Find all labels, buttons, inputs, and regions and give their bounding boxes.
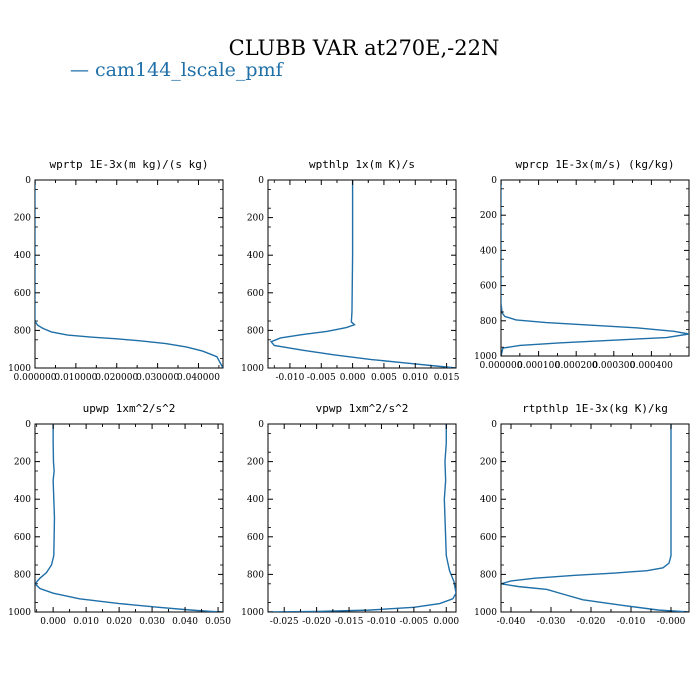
series-line-1 bbox=[268, 424, 456, 612]
x-tick-label: 0.000200 bbox=[555, 361, 598, 371]
y-tick-label: 800 bbox=[480, 570, 497, 580]
y-tick-label: 1000 bbox=[241, 608, 264, 618]
chart-panel-1: wprtp 1E-3x(m kg)/(s kg) 0 200 400 600 800 100… bbox=[8, 158, 224, 383]
x-tick-label: 0.000300 bbox=[592, 361, 635, 371]
y-tick-label: 0 bbox=[491, 176, 497, 186]
y-tick-label: 200 bbox=[480, 211, 497, 221]
chart-panel-4: upwp 1xm^2/s^2 0 200 400 600 800 1000 0.000 0.01… bbox=[8, 402, 231, 627]
x-tick-label: 0.040 bbox=[172, 617, 198, 627]
figure-title: CLUBB VAR at270E,-22N bbox=[229, 36, 500, 60]
y-tick-label: 0 bbox=[258, 176, 264, 186]
x-tick-label: -0.000 bbox=[657, 617, 686, 627]
panel-title: wprcp 1E-3x(m/s) (kg/kg) bbox=[516, 158, 675, 171]
series-line-1 bbox=[501, 424, 689, 612]
x-tick-label: 0.020000 bbox=[95, 373, 138, 383]
x-tick-label: 0.015 bbox=[434, 373, 460, 383]
panel-title: vpwp 1xm^2/s^2 bbox=[316, 402, 409, 415]
plot-frame bbox=[34, 423, 224, 613]
y-tick-label: 0 bbox=[25, 176, 31, 186]
legend-entry: — cam144_lscale_pmf bbox=[70, 59, 285, 81]
y-tick-label: 600 bbox=[14, 533, 31, 543]
y-tick-label: 400 bbox=[14, 251, 31, 261]
y-tick-label: 400 bbox=[247, 251, 264, 261]
x-tick-label: -0.030 bbox=[537, 617, 566, 627]
x-tick-label: -0.025 bbox=[270, 617, 299, 627]
y-tick-label: 0 bbox=[491, 420, 497, 430]
y-tick-label: 200 bbox=[480, 458, 497, 468]
x-tick-label: 0.000100 bbox=[517, 361, 560, 371]
y-tick-label: 600 bbox=[247, 289, 264, 299]
x-tick-label: 0.010 bbox=[402, 373, 428, 383]
x-tick-label: 0.000000 bbox=[480, 361, 523, 371]
y-tick-label: 1000 bbox=[474, 608, 497, 618]
y-tick-label: 800 bbox=[247, 570, 264, 580]
y-tick-label: 800 bbox=[14, 570, 31, 580]
y-tick-label: 200 bbox=[14, 458, 31, 468]
x-tick-label: -0.010 bbox=[276, 373, 305, 383]
y-tick-label: 200 bbox=[247, 458, 264, 468]
y-tick-label: 1000 bbox=[8, 608, 31, 618]
series-line-1 bbox=[35, 180, 223, 368]
y-tick-label: 200 bbox=[247, 214, 264, 224]
y-tick-label: 1000 bbox=[8, 364, 31, 374]
x-tick-label: 0.010000 bbox=[54, 373, 97, 383]
x-tick-label: 0.050 bbox=[205, 617, 231, 627]
panel-title: rtpthlp 1E-3x(kg K)/kg bbox=[522, 402, 668, 415]
x-tick-label: 0.000000 bbox=[14, 373, 57, 383]
y-tick-label: 800 bbox=[247, 326, 264, 336]
x-tick-label: 0.000400 bbox=[630, 361, 673, 371]
x-tick-label: 0.000 bbox=[40, 617, 66, 627]
x-tick-label: -0.010 bbox=[617, 617, 646, 627]
panel-title: wprtp 1E-3x(m kg)/(s kg) bbox=[50, 158, 209, 171]
y-tick-label: 400 bbox=[480, 495, 497, 505]
y-tick-label: 400 bbox=[480, 246, 497, 256]
series-line-1 bbox=[35, 424, 223, 612]
x-tick-label: -0.005 bbox=[307, 373, 336, 383]
x-tick-label: 0.020 bbox=[106, 617, 132, 627]
x-tick-label: -0.020 bbox=[577, 617, 606, 627]
x-tick-label: 0.030 bbox=[139, 617, 165, 627]
y-tick-label: 600 bbox=[247, 533, 264, 543]
chart-panel-6: rtpthlp 1E-3x(kg K)/kg02004006008001000-… bbox=[474, 402, 690, 627]
plot-frame bbox=[267, 179, 457, 369]
x-tick-label: 0.030000 bbox=[136, 373, 179, 383]
y-tick-label: 600 bbox=[480, 282, 497, 292]
y-tick-label: 1000 bbox=[474, 352, 497, 362]
x-tick-label: -0.020 bbox=[302, 617, 331, 627]
x-tick-label: 0.040000 bbox=[177, 373, 220, 383]
x-tick-label: -0.040 bbox=[497, 617, 526, 627]
y-tick-label: 1000 bbox=[241, 364, 264, 374]
x-tick-label: 0.000 bbox=[340, 373, 366, 383]
panel-title: wpthlp 1x(m K)/s bbox=[309, 158, 415, 171]
y-tick-label: 200 bbox=[14, 214, 31, 224]
chart-panels: wprtp 1E-3x(m kg)/(s kg) 0 200 400 600 800 100… bbox=[8, 158, 690, 627]
chart-panel-2: wpthlp 1x(m K)/s 0 200 400 600 800 1000 -0.010-… bbox=[241, 158, 460, 383]
x-tick-label: -0.015 bbox=[335, 617, 364, 627]
x-tick-label: 0.000 bbox=[433, 617, 459, 627]
y-tick-label: 0 bbox=[25, 420, 31, 430]
x-tick-label: -0.005 bbox=[399, 617, 428, 627]
series-line-1 bbox=[269, 180, 456, 368]
plot-frame bbox=[500, 423, 690, 613]
x-tick-label: 0.010 bbox=[73, 617, 99, 627]
x-tick-label: 0.005 bbox=[371, 373, 397, 383]
y-tick-label: 600 bbox=[14, 289, 31, 299]
y-tick-label: 800 bbox=[14, 326, 31, 336]
y-tick-label: 400 bbox=[247, 495, 264, 505]
panel-title: upwp 1xm^2/s^2 bbox=[83, 402, 176, 415]
y-tick-label: 0 bbox=[258, 420, 264, 430]
x-tick-label: -0.010 bbox=[367, 617, 396, 627]
y-tick-label: 800 bbox=[480, 317, 497, 327]
plot-frame bbox=[267, 423, 457, 613]
y-tick-label: 400 bbox=[14, 495, 31, 505]
y-tick-label: 600 bbox=[480, 533, 497, 543]
chart-panel-3: wprcp 1E-3x(m/s) (kg/kg) 0 200 400 600 800 100… bbox=[474, 158, 690, 371]
series-line-1 bbox=[501, 180, 689, 356]
